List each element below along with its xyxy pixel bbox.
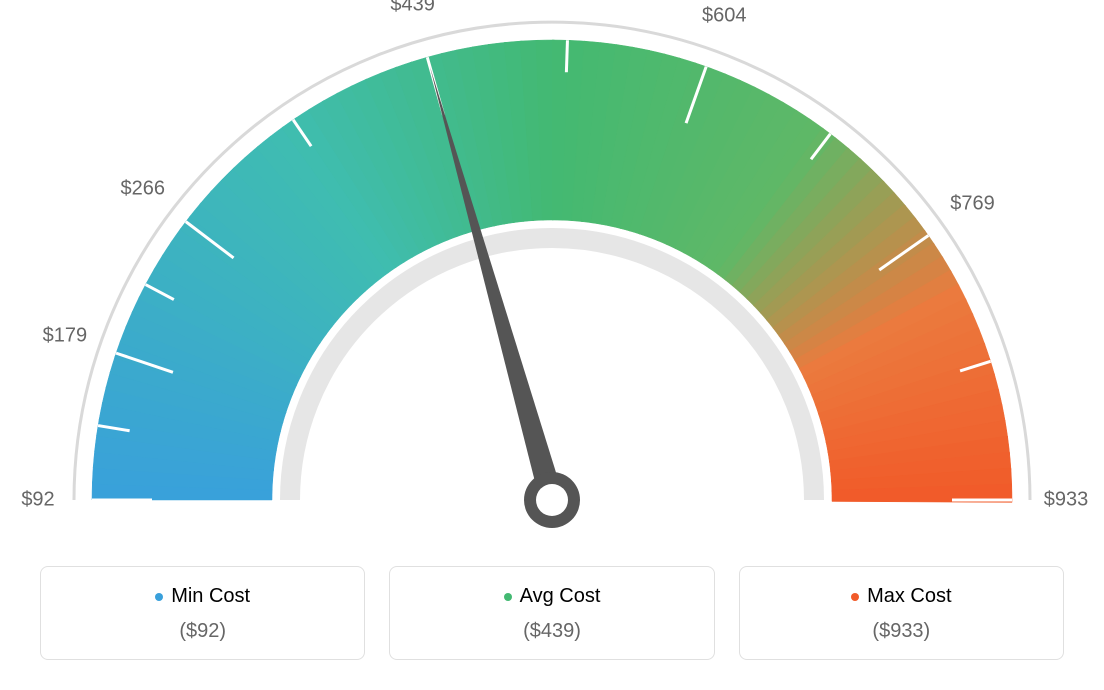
tick-label: $439: [390, 0, 435, 17]
legend-avg-card: Avg Cost ($439): [389, 566, 714, 660]
legend-max-title: Max Cost: [851, 585, 951, 608]
legend-row: Min Cost ($92) Avg Cost ($439) Max Cost …: [0, 566, 1104, 660]
tick-label: $179: [43, 324, 88, 347]
tick-label: $933: [1044, 489, 1089, 512]
legend-max-label: Max Cost: [867, 585, 951, 608]
legend-min-label: Min Cost: [171, 585, 250, 608]
legend-avg-title: Avg Cost: [504, 585, 601, 608]
legend-min-title: Min Cost: [155, 585, 250, 608]
legend-max-card: Max Cost ($933): [739, 566, 1064, 660]
legend-max-value: ($933): [750, 620, 1053, 643]
gauge-area: $92 $179 $266 $439 $604 $769 $933: [0, 0, 1104, 560]
legend-min-dot: [155, 593, 163, 601]
legend-avg-label: Avg Cost: [520, 585, 601, 608]
legend-min-value: ($92): [51, 620, 354, 643]
legend-avg-dot: [504, 593, 512, 601]
legend-min-card: Min Cost ($92): [40, 566, 365, 660]
tick-label: $266: [121, 177, 166, 200]
cost-gauge-chart: { "gauge": { "type": "gauge", "center_x"…: [0, 0, 1104, 690]
legend-avg-value: ($439): [400, 620, 703, 643]
legend-max-dot: [851, 593, 859, 601]
tick-label: $604: [702, 4, 747, 27]
gauge-svg: [0, 0, 1104, 560]
tick-label: $769: [950, 193, 995, 216]
tick-label: $92: [21, 489, 54, 512]
